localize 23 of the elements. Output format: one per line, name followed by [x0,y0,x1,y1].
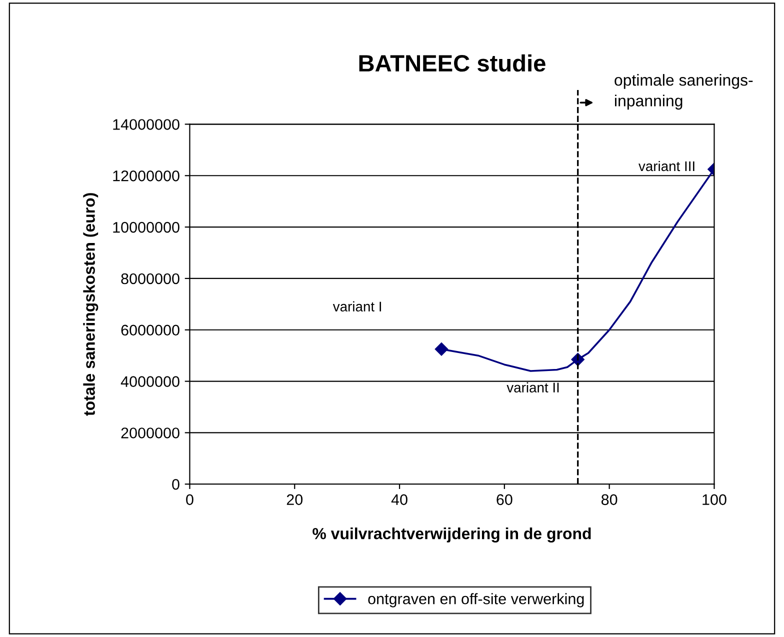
y-tick-label: 8000000 [121,273,180,284]
x-tick-label: 60 [496,494,512,506]
y-tick-label: 4000000 [120,376,180,387]
x-tick-label: 100 [702,494,726,506]
chart-title: BATNEEC studie [359,54,546,72]
y-tick-label: 0 [172,478,180,490]
y-tick-label: 10000000 [113,222,180,233]
y-tick-label: 14000000 [113,119,180,130]
y-tick-label: 12000000 [113,170,180,182]
y-tick-label: 6000000 [121,324,180,336]
annotation: variant I [332,301,381,312]
legend-label: ontgraven en off-site verwerking [368,593,584,608]
x-tick-label: 0 [186,494,194,506]
y-tick-label: 2000000 [121,428,180,438]
point [434,342,448,356]
y-axis-title: totale saneringskosten (euro) [83,193,98,416]
x-tick-label: 80 [601,494,618,506]
x-tick-label: 20 [286,494,303,506]
x-tick-label: 40 [391,494,408,506]
x-axis-title: % vuilvrachtverwijdering in de grond [312,528,591,542]
ref-line-label: optimale sanerings- inpanning [614,74,753,110]
annotation: variant II [506,382,559,392]
annotation: variant III [638,160,694,172]
